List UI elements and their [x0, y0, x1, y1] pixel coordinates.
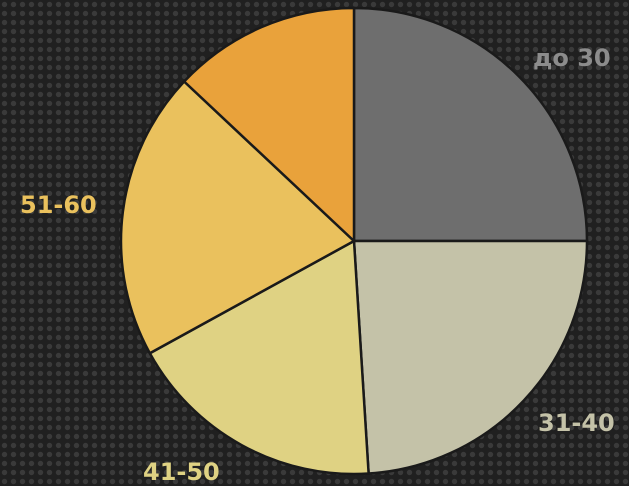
- slice-label-41-50: 41-50: [143, 458, 220, 486]
- pie-slice-0: [352, 6, 589, 243]
- slice-label-do30: до 30: [533, 44, 611, 72]
- slice-label-51-60: 51-60: [20, 191, 97, 219]
- pie-slice-2: [148, 238, 370, 476]
- pie-slice-4: [182, 6, 356, 244]
- slice-label-31-40: 31-40: [538, 409, 615, 437]
- pie-slice-3: [119, 79, 357, 355]
- pie-slice-1: [352, 239, 589, 475]
